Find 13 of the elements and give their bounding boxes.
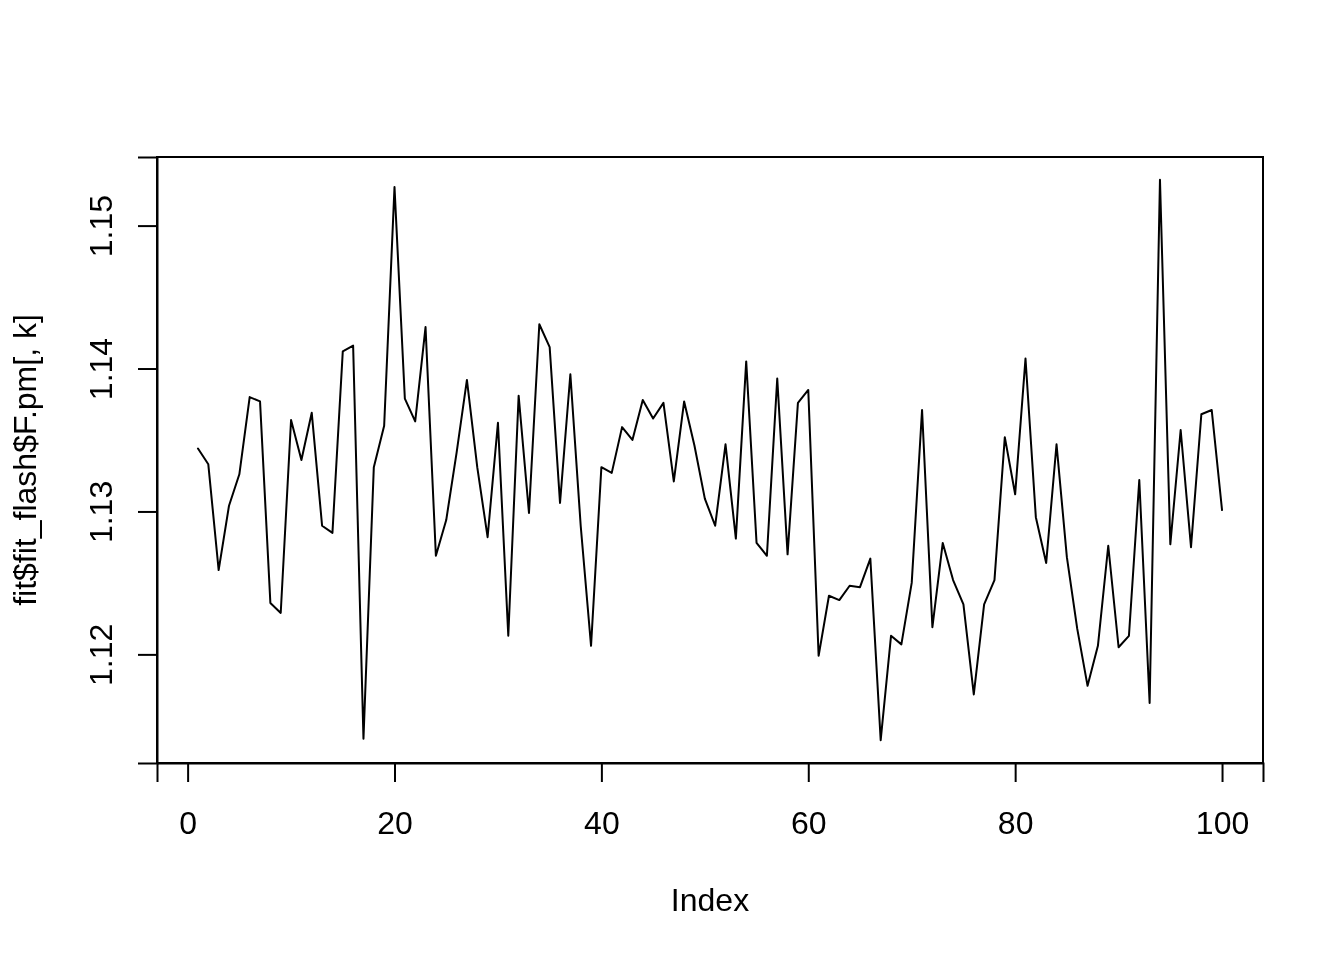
y-tick-label: 1.12 <box>83 623 119 687</box>
x-tick-label: 20 <box>377 805 413 841</box>
x-axis-title: Index <box>670 882 750 918</box>
x-tick-label: 60 <box>790 805 827 841</box>
x-tick-label: 100 <box>1195 805 1250 841</box>
line-series <box>196 178 1224 742</box>
y-tick-label: 1.14 <box>83 337 119 401</box>
x-tick-label: 80 <box>997 805 1034 841</box>
x-tick-label: 0 <box>179 805 198 841</box>
x-tick-label: 40 <box>584 805 620 841</box>
y-tick-label: 1.15 <box>83 194 119 258</box>
y-axis-title: fit$fit_flash$F.pm[, k] <box>7 314 43 606</box>
y-tick-label: 1.13 <box>83 480 119 544</box>
